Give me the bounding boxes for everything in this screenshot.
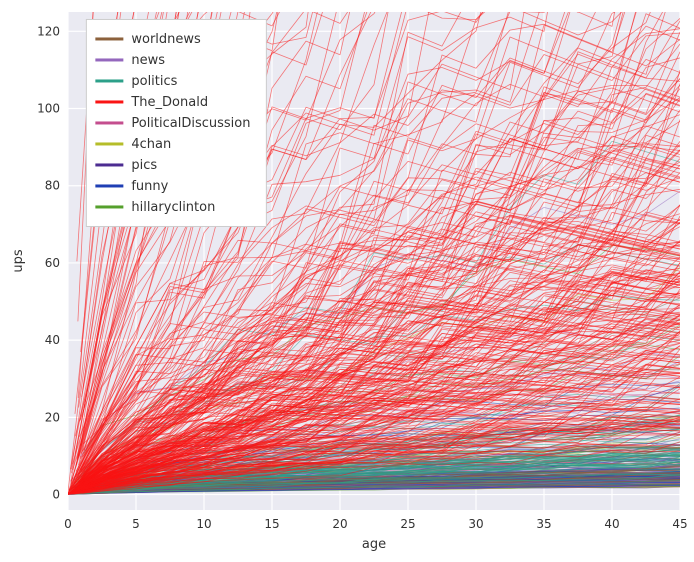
- legend-swatch: [95, 163, 123, 166]
- legend-swatch: [95, 100, 123, 103]
- legend-label: The_Donald: [130, 95, 208, 110]
- y-axis-label: ups: [11, 249, 26, 272]
- x-tick-label: 45: [672, 517, 687, 531]
- y-tick-label: 20: [45, 410, 60, 424]
- legend-swatch: [95, 205, 123, 208]
- line-chart: 0 5 10 15 20 25 30 35 40 45 0 20 40 60 80 100 120 age ups w…: [0, 0, 694, 562]
- legend-swatch: [95, 142, 123, 145]
- x-tick-label: 5: [132, 517, 140, 531]
- x-tick-label: 25: [400, 517, 415, 531]
- legend-label: 4chan: [131, 137, 171, 152]
- legend-swatch: [95, 37, 123, 40]
- x-tick-label: 15: [264, 517, 279, 531]
- x-tick-label: 40: [604, 517, 619, 531]
- legend-label: politics: [131, 74, 177, 89]
- y-tick-label: 0: [52, 488, 60, 502]
- y-tick-label: 80: [45, 179, 60, 193]
- legend-label: funny: [131, 179, 168, 194]
- x-tick-label: 0: [64, 517, 72, 531]
- x-tick-label: 35: [536, 517, 551, 531]
- x-tick-label: 10: [196, 517, 211, 531]
- legend-label: news: [131, 53, 165, 68]
- y-tick-label: 120: [37, 24, 60, 38]
- legend-swatch: [95, 58, 123, 61]
- x-tick-label: 20: [332, 517, 347, 531]
- legend-label: pics: [131, 158, 157, 173]
- y-tick-label: 40: [45, 333, 60, 347]
- x-axis-label: age: [362, 537, 386, 552]
- legend-swatch: [95, 121, 123, 124]
- x-tick-label: 30: [468, 517, 483, 531]
- legend-swatch: [95, 184, 123, 187]
- legend: worldnews news politics The_Donald Political…: [86, 19, 266, 226]
- y-tick-label: 100: [37, 102, 60, 116]
- chart-container: 0 5 10 15 20 25 30 35 40 45 0 20 40 60 80 100 120 age ups w…: [0, 0, 694, 562]
- y-tick-label: 60: [45, 256, 60, 270]
- legend-label: PoliticalDiscussion: [131, 116, 250, 131]
- legend-swatch: [95, 79, 123, 82]
- legend-label: hillaryclinton: [131, 200, 215, 215]
- legend-label: worldnews: [131, 32, 201, 47]
